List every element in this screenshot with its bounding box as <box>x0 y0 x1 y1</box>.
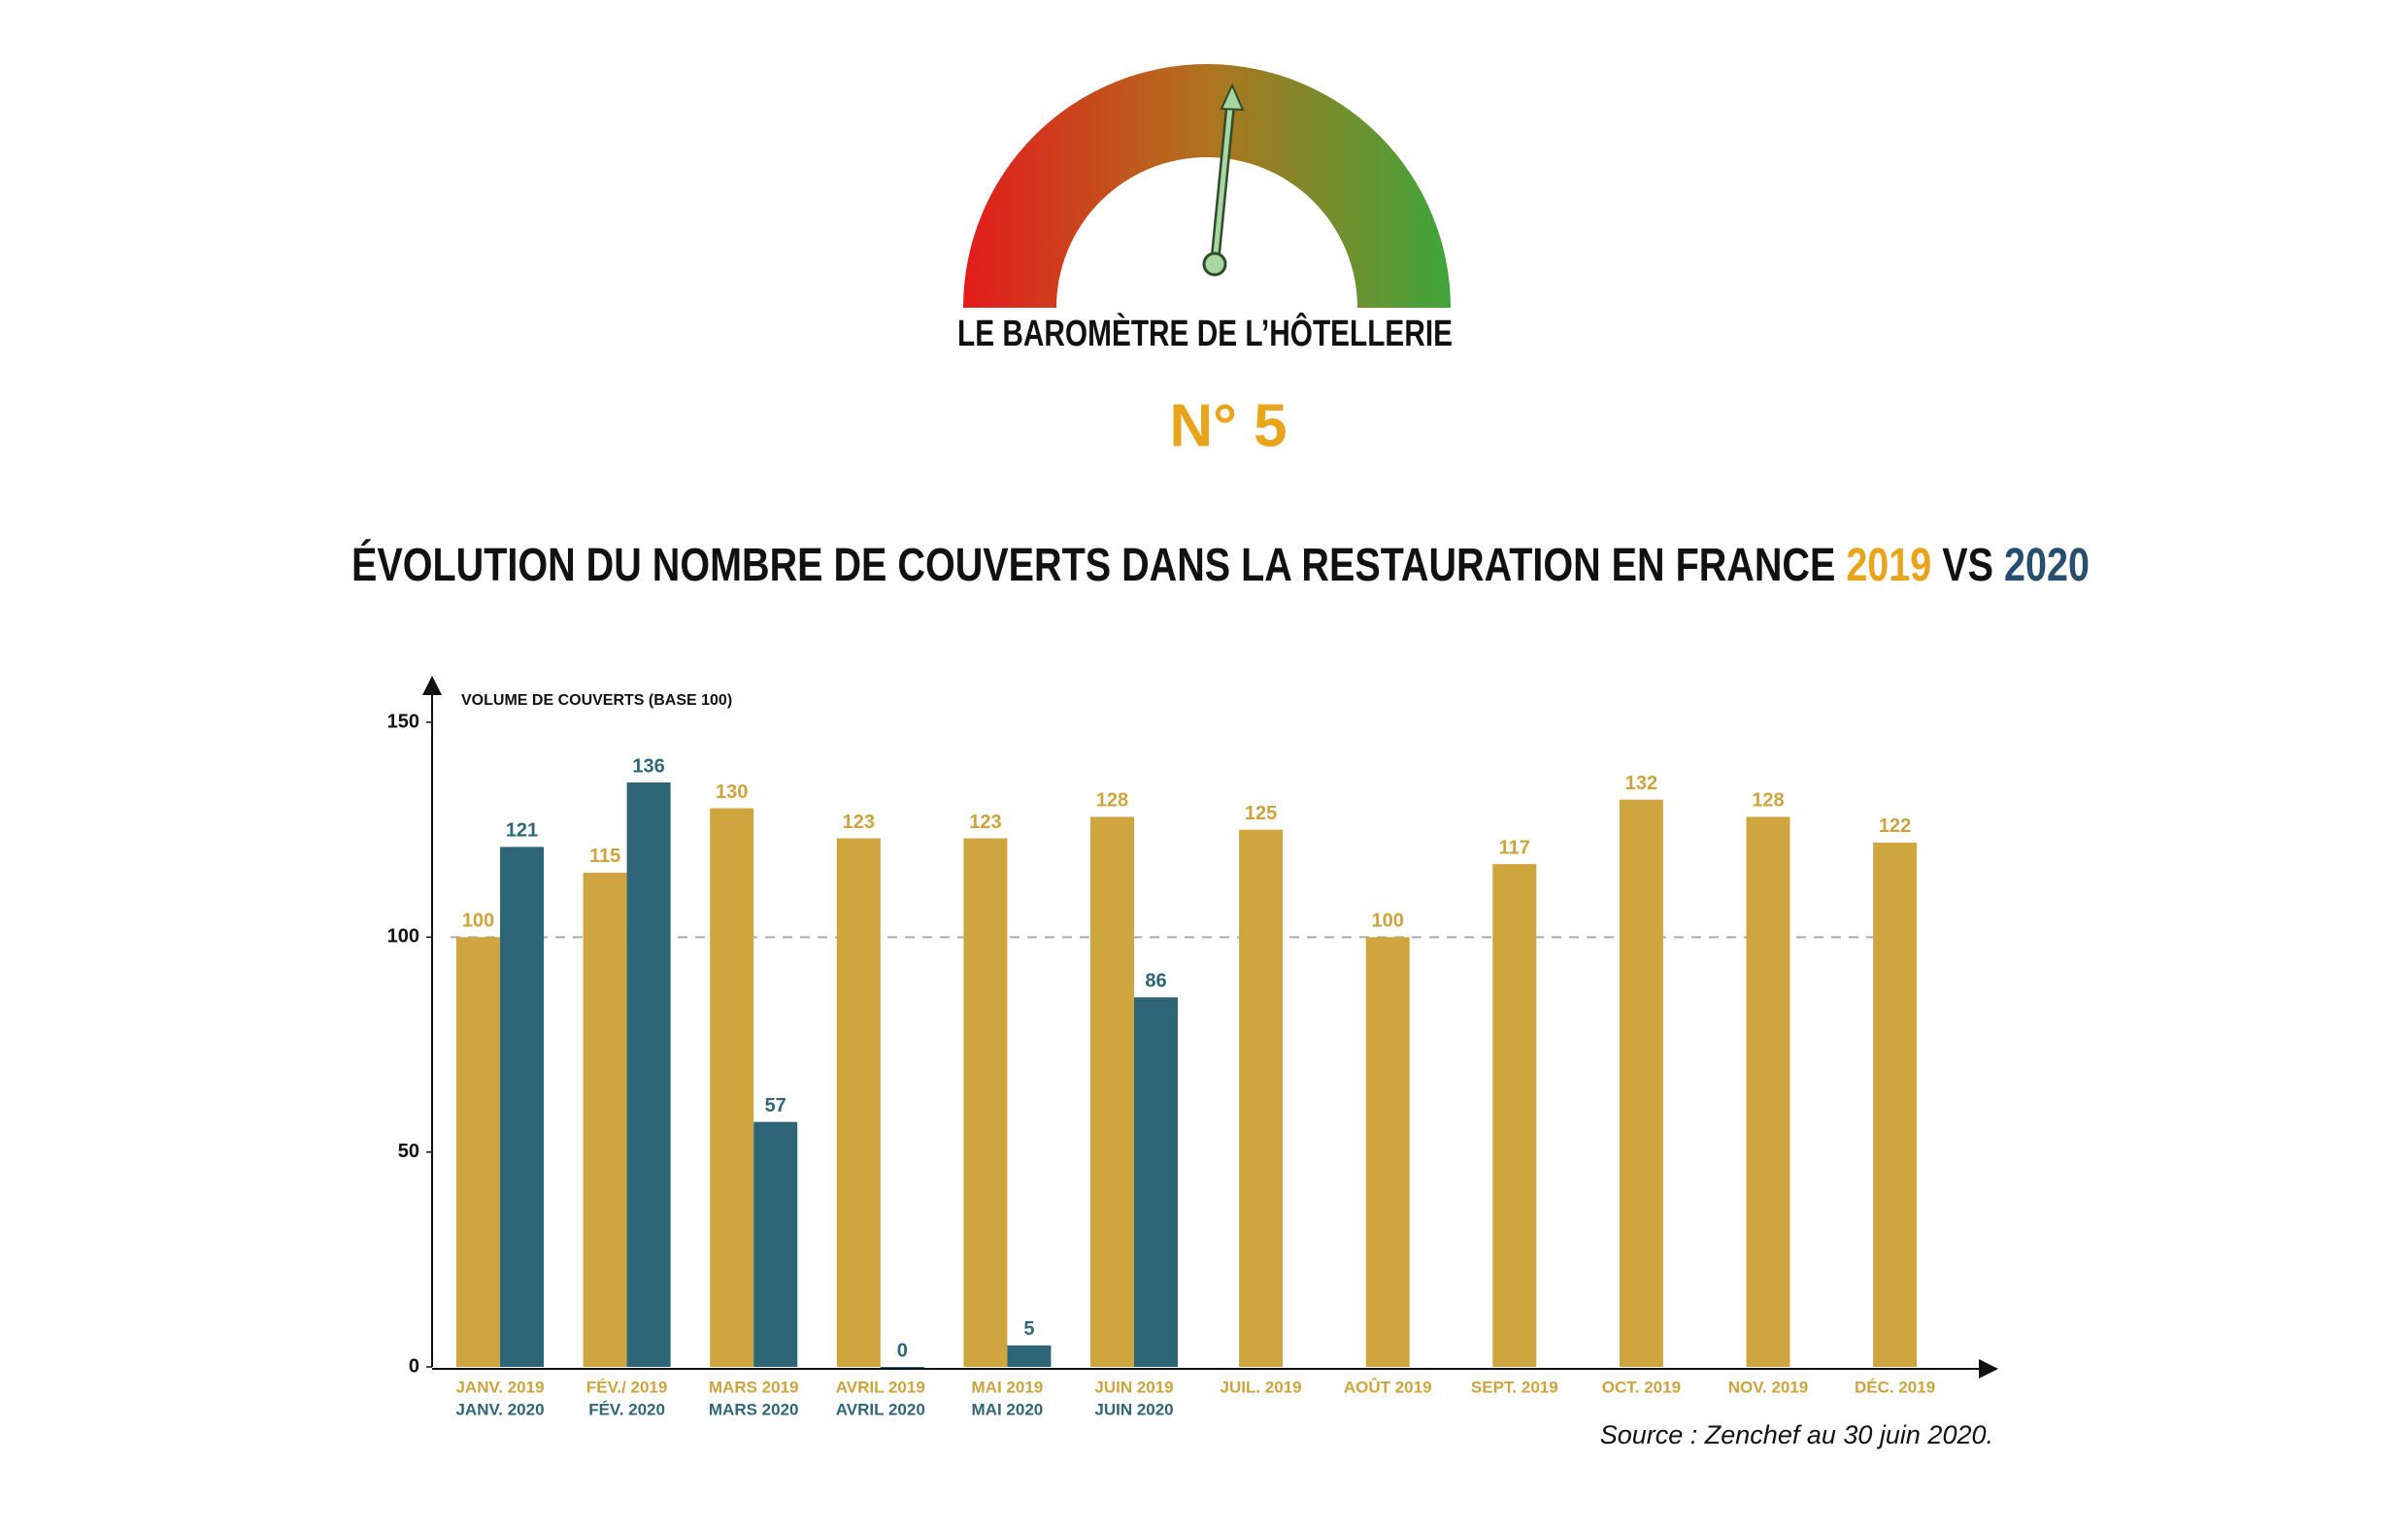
y-tick-label: 50 <box>398 1141 419 1162</box>
data-label: 122 <box>1879 815 1911 837</box>
x-tick-label: FÉV. 2020 <box>588 1400 665 1418</box>
bar <box>1134 997 1178 1367</box>
gauge-arc <box>963 64 1451 308</box>
y-tick-label: 100 <box>387 926 419 948</box>
data-label: 128 <box>1096 790 1128 812</box>
x-tick-label: AVRIL 2019 <box>836 1378 925 1396</box>
bar <box>753 1121 798 1367</box>
bar <box>963 838 1008 1367</box>
bar <box>1746 816 1790 1367</box>
data-label: 0 <box>897 1340 908 1361</box>
gauge-needle-tip <box>1220 83 1245 112</box>
data-label: 136 <box>632 755 664 777</box>
header-title: LE BAROMÈTRE DE L’HÔTELLERIE <box>957 311 1453 354</box>
x-tick-label: AOÛT 2019 <box>1344 1378 1432 1396</box>
data-label: 100 <box>1372 911 1404 932</box>
x-tick-label: JUIL. 2019 <box>1221 1378 1302 1396</box>
bar <box>1007 1345 1052 1367</box>
bar <box>710 808 754 1367</box>
data-label: 121 <box>506 820 538 842</box>
data-label: 117 <box>1499 837 1530 858</box>
x-tick-label: FÉV./ 2019 <box>586 1378 668 1396</box>
bar <box>1873 842 1918 1367</box>
bar <box>1239 829 1284 1367</box>
y-tick-label: 0 <box>409 1355 419 1377</box>
legend-entry: 2019 <box>1846 540 1931 591</box>
data-label: 125 <box>1245 803 1277 824</box>
data-label: 123 <box>969 812 1001 833</box>
data-label: 86 <box>1145 971 1166 992</box>
x-tick-label: JUIN 2019 <box>1094 1378 1173 1396</box>
bar <box>626 782 671 1367</box>
x-tick-label: AVRIL 2020 <box>836 1400 925 1418</box>
x-tick-label: OCT. 2019 <box>1602 1378 1681 1396</box>
data-label: 132 <box>1625 773 1657 794</box>
gauge-pivot <box>1202 251 1227 277</box>
gauge <box>963 64 1451 308</box>
x-tick-label: MAI 2020 <box>972 1400 1044 1418</box>
x-tick-label: DÉC. 2019 <box>1855 1378 1935 1396</box>
bar <box>1090 816 1134 1367</box>
x-tick-label: JANV. 2020 <box>455 1400 544 1418</box>
issue-number: N° 5 <box>1169 392 1287 459</box>
x-tick-label: MARS 2020 <box>709 1400 799 1418</box>
title-join: VS <box>1942 540 1993 591</box>
bar <box>1365 937 1410 1367</box>
y-tick-label: 150 <box>387 711 419 732</box>
data-label: 130 <box>716 782 748 803</box>
x-tick-label: JANV. 2019 <box>455 1378 544 1396</box>
data-label: 100 <box>462 911 494 932</box>
bar <box>836 838 881 1367</box>
data-label: 57 <box>765 1095 786 1116</box>
bar <box>583 872 627 1367</box>
bar <box>456 937 500 1367</box>
data-label: 5 <box>1023 1318 1034 1340</box>
title-text: ÉVOLUTION DU NOMBRE DE COUVERTS DANS LA … <box>351 539 1835 591</box>
gauge-needle <box>1212 94 1234 267</box>
legend-entry: 2020 <box>2004 540 2090 591</box>
bar <box>1619 799 1663 1367</box>
source-note: Source : Zenchef au 30 juin 2020. <box>1600 1420 1993 1449</box>
x-tick-label: SEPT. 2019 <box>1471 1378 1558 1396</box>
data-label: 128 <box>1752 790 1784 812</box>
x-tick-label: NOV. 2019 <box>1728 1378 1809 1396</box>
y-axis-label: VOLUME DE COUVERTS (BASE 100) <box>461 692 732 709</box>
x-tick-label: MAI 2019 <box>972 1378 1044 1396</box>
chart-title: ÉVOLUTION DU NOMBRE DE COUVERTS DANS LA … <box>351 539 2090 591</box>
bar <box>500 847 544 1367</box>
data-label: 115 <box>589 846 620 867</box>
x-tick-label: JUIN 2020 <box>1094 1400 1173 1418</box>
data-label: 123 <box>843 812 875 833</box>
x-tick-label: MARS 2019 <box>709 1378 799 1396</box>
bar <box>1492 864 1537 1367</box>
